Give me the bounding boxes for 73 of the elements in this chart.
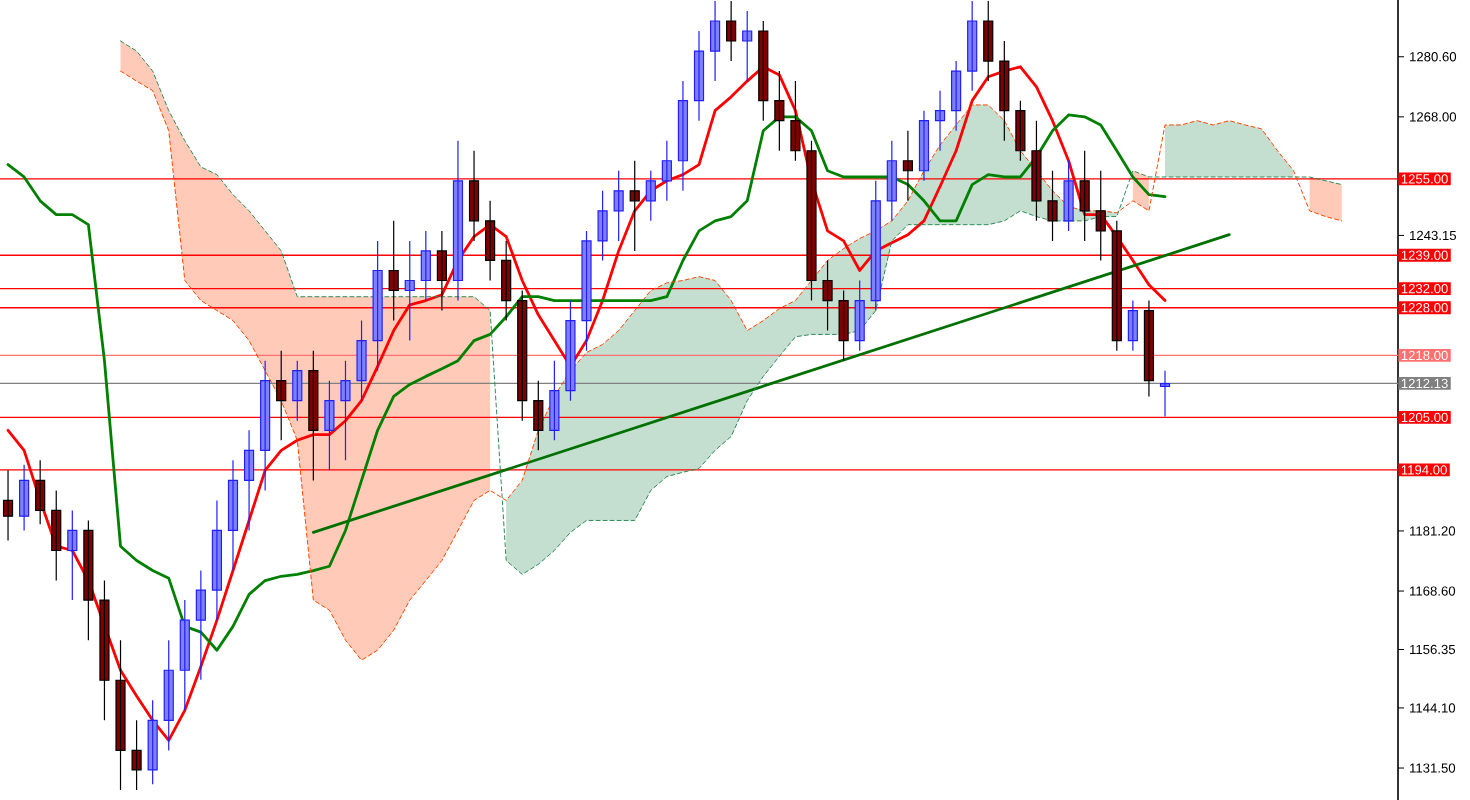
candlestick [854,279,865,352]
candlestick [1159,370,1171,418]
candlestick [1143,299,1155,398]
candlestick [1111,220,1122,352]
candlestick [967,0,978,92]
candlestick [597,190,608,262]
candlestick [195,569,206,681]
candlestick [468,150,480,242]
candlestick [517,289,528,422]
candlestick [324,380,335,471]
candlestick [726,0,737,62]
candlestick [709,0,721,82]
candlestick [806,140,817,302]
candlestick [934,90,946,152]
candlestick [163,639,174,751]
candlestick [693,30,705,122]
candlestick [67,509,78,601]
candlestick [308,350,319,481]
candlestick [372,240,383,372]
candlestick [276,350,287,441]
candlestick [581,230,592,352]
candlestick [1127,299,1138,352]
candlestick [340,360,351,461]
candlestick [742,10,753,82]
candlestick [1079,150,1090,242]
candlestick [902,130,914,202]
candlestick [35,459,46,525]
candlestick [83,519,94,641]
candlestick [838,289,849,362]
candlestick [533,380,544,451]
candlestick [951,60,962,132]
candlestick [99,579,110,721]
candlestick [1063,160,1074,232]
candlestick [822,259,833,332]
candlestick [886,140,897,222]
candlestick [1031,120,1042,222]
candlestick [549,360,560,441]
candlestick [227,459,239,572]
candlestick [485,200,496,282]
candlestick [774,70,785,152]
candlestick [565,299,576,402]
candlestick [999,40,1010,142]
candlestick [260,360,271,491]
candlestick [677,80,689,192]
candlestick [613,170,624,242]
candlestick [983,0,994,82]
candlestick [115,639,126,791]
candlestick [211,499,223,621]
candlestick [356,319,367,402]
candlestick [404,240,415,342]
candlestick [452,140,464,302]
candlestick [243,429,255,532]
candlestick [436,230,447,312]
candlestick [629,160,640,252]
candlestick [292,360,303,422]
candlestick [758,20,769,122]
candlestick [501,240,512,322]
candlestick [1047,170,1058,242]
candlestick [388,220,399,322]
candlestick [645,170,656,222]
candlestick [2,469,14,542]
candlestick [870,180,881,312]
candlestick [420,230,431,302]
candlestick [19,464,30,532]
candlestick [131,719,142,791]
candlestick [179,599,190,711]
candlestick [790,80,801,162]
candlestick [918,110,930,182]
candlestick [661,140,672,202]
candlestick [1015,100,1026,162]
candlestick [51,489,62,582]
candlestick [147,699,158,785]
candlestick [1095,170,1106,262]
